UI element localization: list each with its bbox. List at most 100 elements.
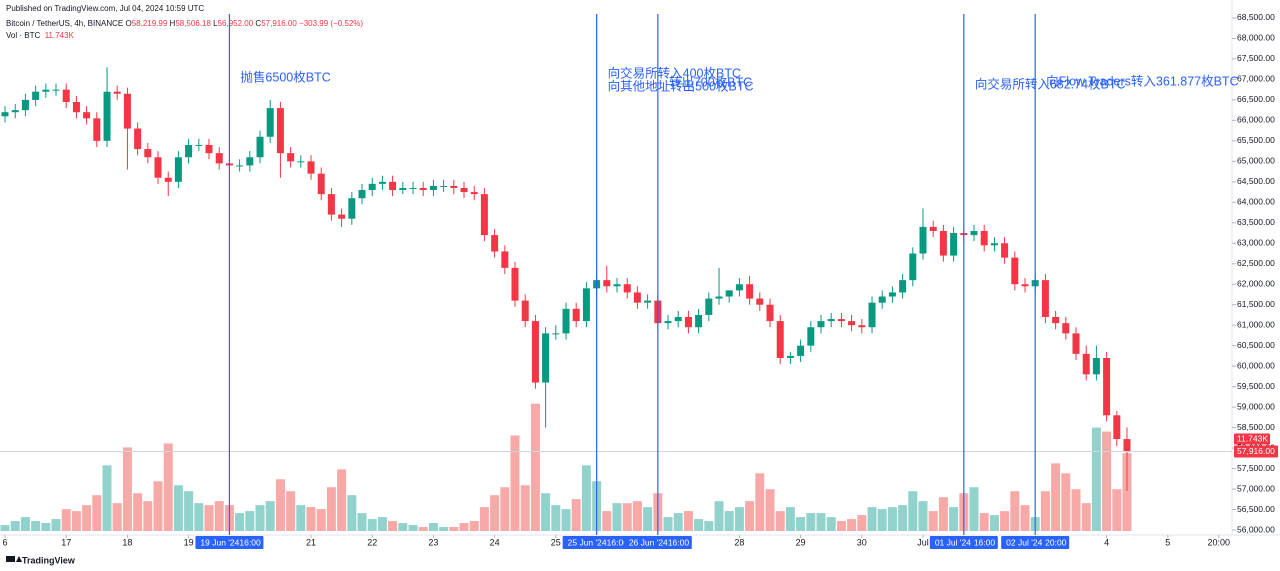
- volume-bar: [847, 519, 857, 531]
- volume-bar: [316, 509, 326, 531]
- candle-body: [684, 317, 692, 328]
- x-tick-label: 22: [367, 537, 377, 547]
- volume-bar: [979, 513, 989, 531]
- volume-bar: [275, 479, 285, 531]
- candle-body: [674, 317, 682, 322]
- x-tick-label: 30: [857, 537, 867, 547]
- volume-bar: [694, 519, 704, 531]
- candle-body: [715, 296, 723, 299]
- volume-bar: [398, 523, 408, 531]
- volume-bar: [306, 507, 316, 531]
- volume-bar: [408, 525, 418, 531]
- event-annotation: 向其他地址转出500枚BTC: [608, 78, 754, 93]
- y-tick-label: 63,000.00: [1237, 238, 1275, 248]
- volume-bar: [877, 509, 887, 531]
- volume-bar: [1091, 427, 1101, 531]
- candle-body: [868, 302, 876, 328]
- candle-layer: [1, 67, 1131, 492]
- candle-body: [848, 321, 856, 326]
- candle-body: [695, 314, 703, 328]
- candle-body: [93, 118, 101, 141]
- volume-bar: [530, 403, 540, 531]
- candle-body: [980, 230, 988, 246]
- overlay: [0, 14, 1232, 535]
- volume-bar: [1010, 491, 1020, 531]
- y-tick-label: 57,000.00: [1237, 483, 1275, 493]
- candle-body: [837, 319, 845, 322]
- candle-body: [113, 91, 121, 94]
- volume-bar: [459, 523, 469, 531]
- event-date: 01 Jul '24: [935, 537, 971, 547]
- volume-bar: [622, 503, 632, 531]
- x-tick-label: 4: [1104, 537, 1109, 547]
- tv-logo: [6, 556, 22, 562]
- candle-body: [552, 333, 560, 335]
- candle-body: [205, 144, 213, 154]
- volume-bar: [867, 507, 877, 531]
- volume-bar: [286, 491, 296, 531]
- candle-body: [134, 128, 142, 150]
- candle-body: [195, 144, 203, 146]
- volume-bar: [469, 521, 479, 531]
- candle-body: [358, 190, 366, 199]
- candle-body: [491, 235, 499, 252]
- candle-body: [878, 296, 886, 303]
- candle-body: [1123, 439, 1131, 452]
- y-tick-label: 65,500.00: [1237, 135, 1275, 145]
- candle-body: [817, 321, 825, 328]
- volume-bar: [214, 501, 224, 531]
- candle-body: [542, 333, 550, 383]
- volume-bar: [245, 511, 255, 531]
- candle-body: [1062, 323, 1070, 334]
- volume-bar: [255, 505, 265, 531]
- y-tick-label: 64,000.00: [1237, 197, 1275, 207]
- candle-body: [776, 321, 784, 358]
- y-tick-label: 63,500.00: [1237, 217, 1275, 227]
- y-tick-label: 68,000.00: [1237, 33, 1275, 43]
- volume-bar: [510, 435, 520, 531]
- volume-bar: [898, 505, 908, 531]
- candle-body: [440, 185, 448, 187]
- volume-bar: [683, 511, 693, 531]
- event-date-tag: [195, 536, 264, 549]
- event-date-tag: [1001, 536, 1070, 549]
- candle-body: [725, 290, 733, 297]
- volume-bar: [806, 513, 816, 531]
- candle-body: [603, 280, 611, 287]
- candle-body: [389, 181, 397, 191]
- candle-body: [103, 91, 111, 141]
- last-price-label: 57,916.00: [1237, 446, 1275, 456]
- volume-bar: [755, 473, 765, 531]
- y-tick-label: 61,000.00: [1237, 319, 1275, 329]
- candle-body: [521, 300, 529, 322]
- candle-body: [797, 345, 805, 356]
- volume-bar: [887, 507, 897, 531]
- volume-bar: [153, 481, 163, 531]
- x-tick-label: 18: [122, 537, 132, 547]
- y-tick-label: 67,500.00: [1237, 53, 1275, 63]
- volume-bar: [632, 501, 642, 531]
- volume-bar: [673, 513, 683, 531]
- volume-bar: [928, 511, 938, 531]
- volume-bar: [337, 469, 347, 531]
- published: Published on TradingView.com, Jul 04, 20…: [6, 4, 205, 13]
- volume-bar: [551, 505, 561, 531]
- x-tick-label: 29: [796, 537, 806, 547]
- last-price-tag: [1234, 445, 1278, 458]
- x-tick-label: 23: [428, 537, 438, 547]
- y-tick-label: 56,500.00: [1237, 504, 1275, 514]
- candle-body: [480, 194, 488, 236]
- event-date: 25 Jun '24: [568, 537, 607, 547]
- volume-bar: [173, 485, 183, 531]
- candle-body: [827, 319, 835, 322]
- candle-body: [1092, 357, 1100, 375]
- x-tick-label: 21: [306, 537, 316, 547]
- candle-body: [470, 192, 478, 195]
- volume-bar: [163, 443, 173, 531]
- volume-bar: [265, 501, 275, 531]
- volume-bar: [439, 527, 449, 531]
- candle-body: [511, 267, 519, 301]
- event-annotation: 向交易所转入682.74枚BTC: [975, 76, 1126, 91]
- candle-body: [939, 230, 947, 256]
